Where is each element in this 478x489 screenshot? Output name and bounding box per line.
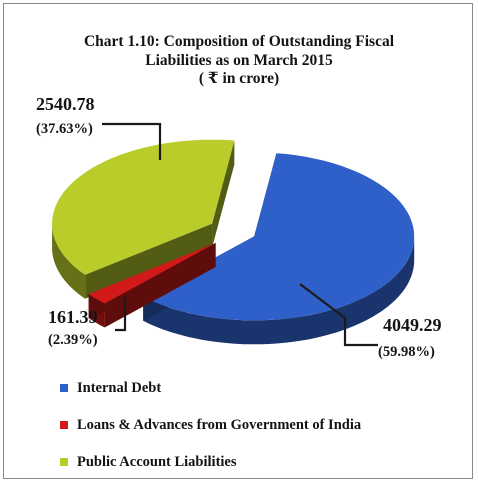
leader-line-loans-advances-from-government-of-india <box>115 297 127 332</box>
pie-slice-side <box>52 223 86 299</box>
pie-slice-top <box>88 242 216 304</box>
legend-swatch-internal-debt <box>60 384 68 392</box>
pie-slice-cut-face <box>212 140 235 248</box>
leader-line-public-account-liabilities <box>102 122 162 160</box>
percent-label-loans-advances-from-government-of-india: (2.39%) <box>48 332 98 348</box>
chart-title-line-3: ( ₹ in crore) <box>198 70 280 87</box>
pie-slice-top <box>143 153 415 321</box>
chart-title-line-1: Chart 1.10: Composition of Outstanding F… <box>83 33 395 50</box>
legend-swatch-loans-advances <box>60 421 68 429</box>
pie-slice-cut-face <box>85 223 213 299</box>
value-label-internal-debt: 4049.29 <box>383 315 442 335</box>
legend-item-internal-debt: Internal Debt <box>60 378 361 398</box>
legend-item-public-account: Public Account Liabilities <box>60 452 361 472</box>
value-label-public-account-liabilities: 2540.78 <box>36 94 95 114</box>
legend-label-internal-debt: Internal Debt <box>77 379 162 396</box>
pie-slice-internal-debt <box>143 153 415 345</box>
legend-item-loans-advances: Loans & Advances from Government of Indi… <box>60 415 361 435</box>
pie-slice-loans-advances-from-government-of-india <box>88 242 216 328</box>
chart-title-line-2: Liabilities as on March 2015 <box>145 51 333 69</box>
legend-label-loans-advances: Loans & Advances from Government of Indi… <box>77 416 362 433</box>
percent-label-public-account-liabilities: (37.63%) <box>36 121 93 137</box>
pie-slice-side <box>143 236 415 345</box>
pie-slice-cut-face <box>88 242 216 319</box>
pie-slice-public-account-liabilities <box>52 139 235 299</box>
value-label-loans-advances-from-government-of-india: 161.39 <box>48 307 98 327</box>
pie-slice-top <box>52 139 235 275</box>
chart-title: Chart 1.10: Composition of Outstanding F… <box>0 33 478 89</box>
legend-label-public-account: Public Account Liabilities <box>77 453 237 470</box>
percent-label-internal-debt: (59.98%) <box>378 344 435 360</box>
legend-swatch-public-account <box>60 458 68 466</box>
legend: Internal Debt Loans & Advances from Gove… <box>60 378 361 489</box>
leader-line-internal-debt <box>299 283 378 347</box>
